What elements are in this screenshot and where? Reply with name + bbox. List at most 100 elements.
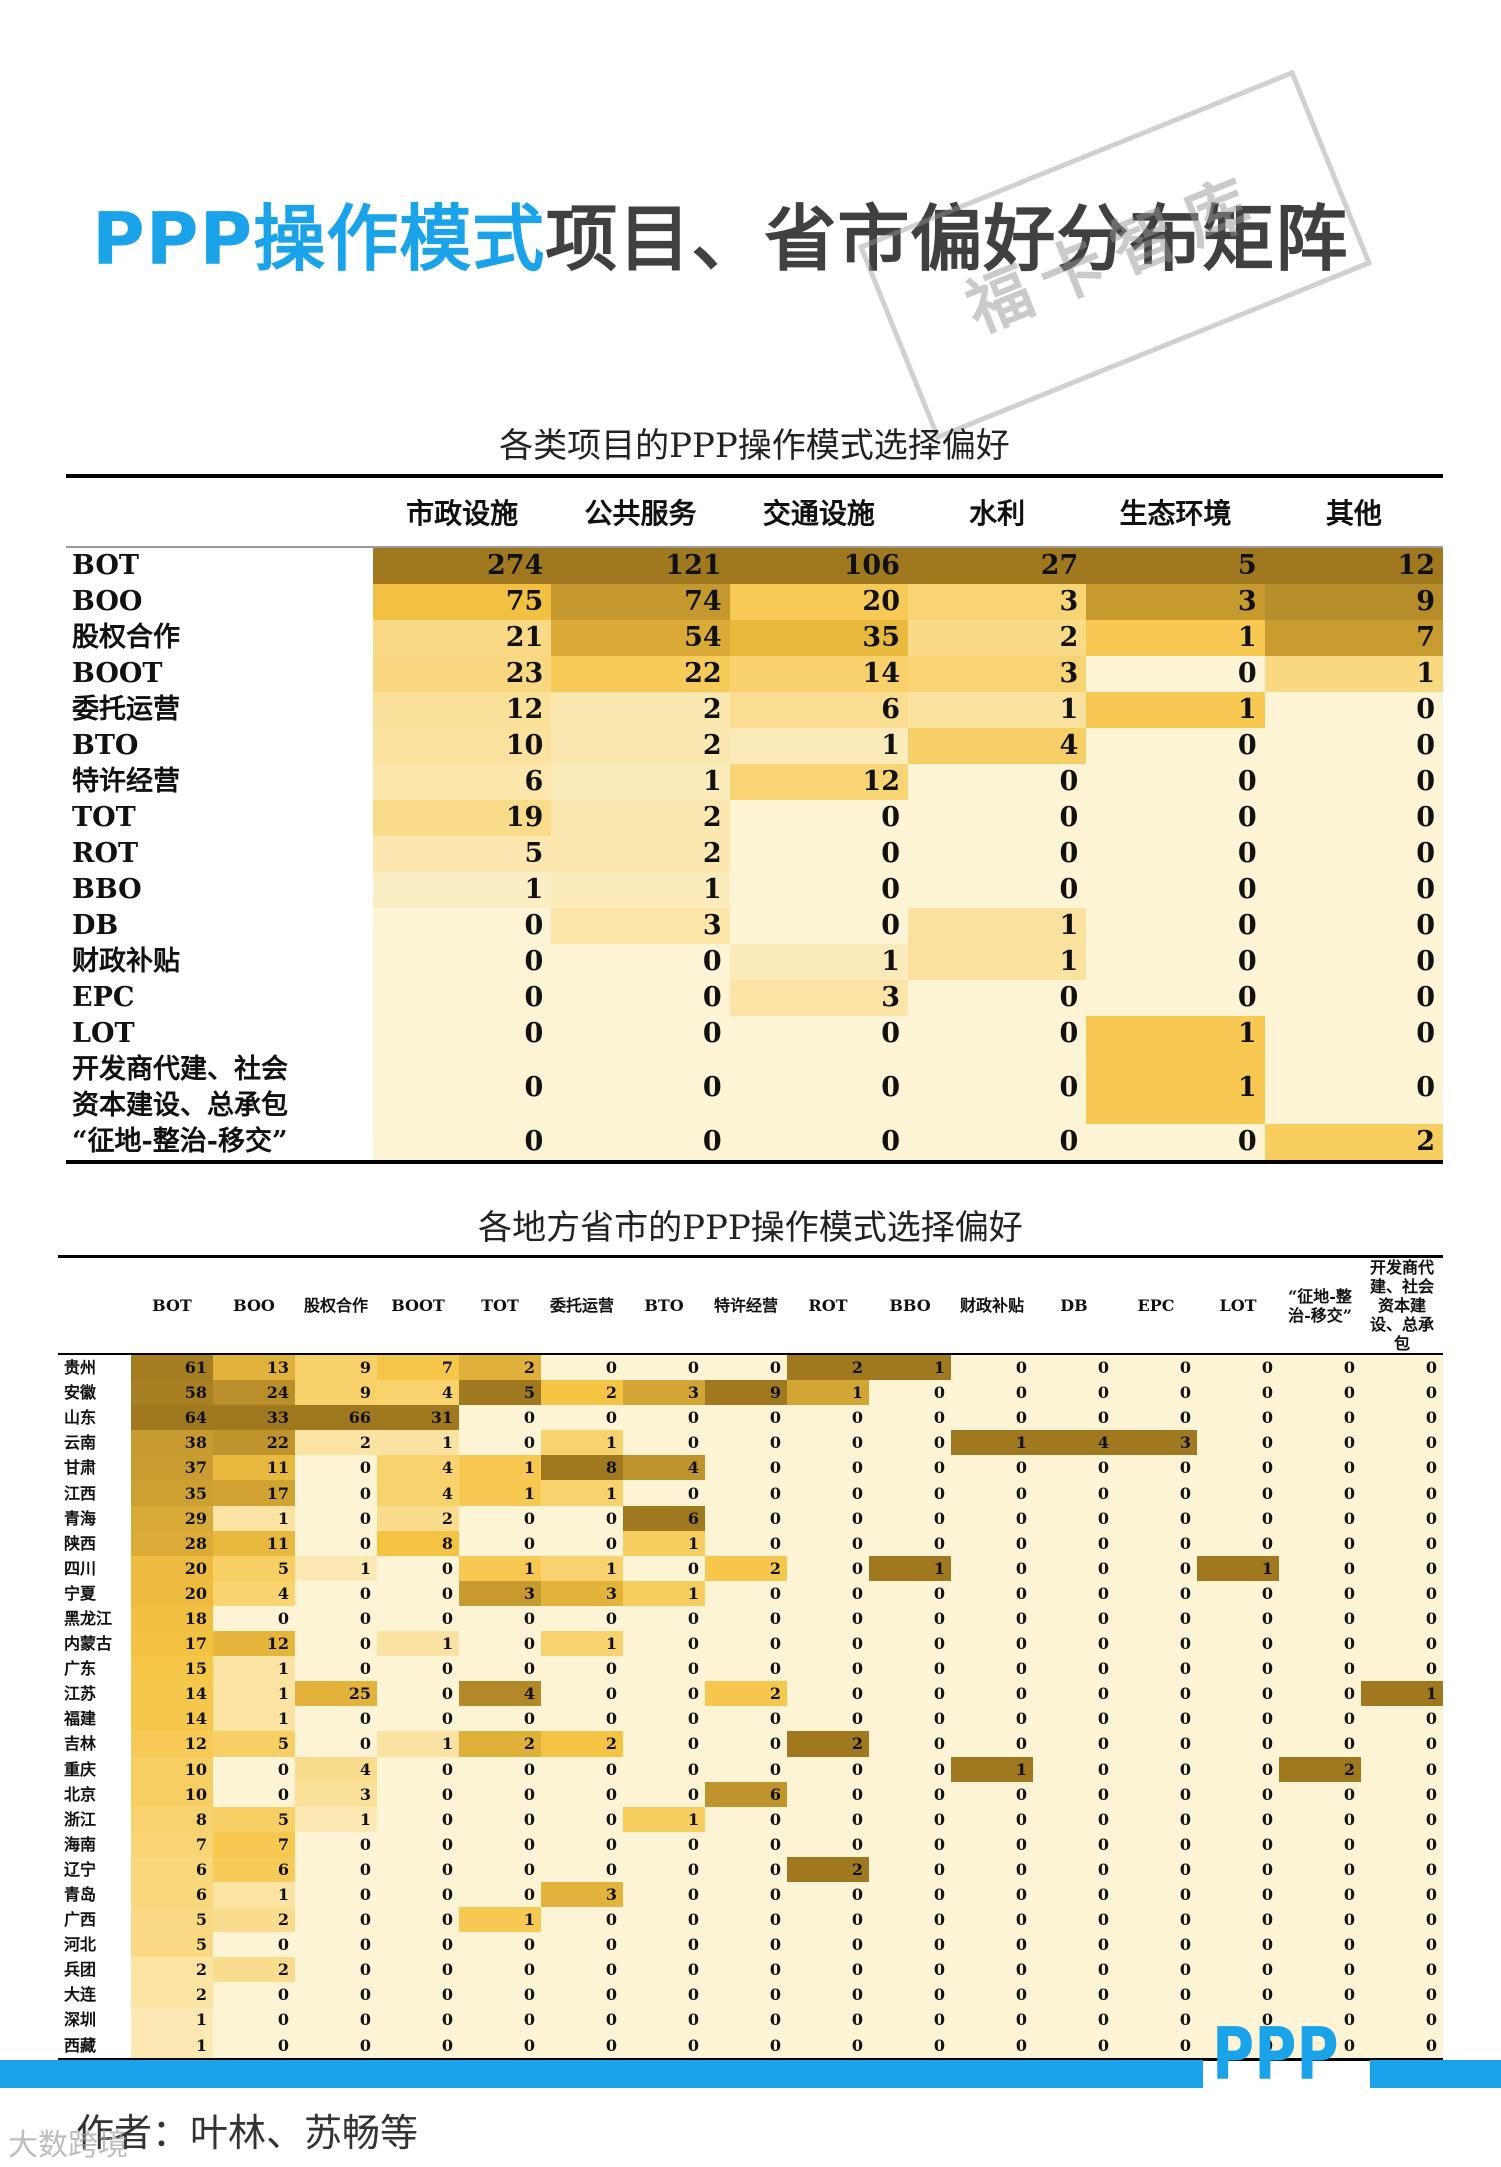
value-cell: 0 [951,1405,1033,1431]
value-cell: 0 [869,1681,951,1707]
value-cell: 6 [373,764,552,800]
value-cell: 0 [869,1405,951,1431]
row-label-cell: 特许经营 [66,764,373,800]
row-label-cell: 委托运营 [66,692,373,728]
column-header: ROT [787,1256,869,1355]
value-cell: 0 [729,908,908,944]
value-cell: 75 [373,584,552,620]
value-cell: 0 [1197,1756,1279,1782]
value-cell: 2 [131,1982,213,2008]
row: ROT 5 2 0 0 0 0 [66,836,1443,872]
row-label: 大连 [64,1985,97,2005]
value-cell: 0 [1361,1605,1443,1632]
value-cell: 0 [787,1455,869,1481]
value-cell: 1 [541,1480,623,1506]
value-cell: 0 [623,1781,705,1807]
value-cell: 0 [623,1605,705,1632]
value-cell: 0 [373,908,552,944]
column-header: BOO [213,1256,295,1355]
value-cell: 0 [1264,944,1443,980]
value-cell: 0 [1115,1480,1197,1506]
row: 委托运营 12 2 6 1 1 0 [66,692,1443,728]
value-cell: 4 [377,1480,459,1506]
value-cell: 0 [295,2007,377,2033]
value-cell: 0 [1115,1731,1197,1757]
value-cell: 0 [951,1354,1033,1381]
logo: PPP [1212,2012,1339,2096]
value-cell: 0 [705,1756,787,1782]
stamp: 福卡智库 [857,69,1373,441]
value-cell: 0 [1033,1605,1115,1632]
value-cell: 0 [1197,1932,1279,1958]
value-cell: 0 [541,2032,623,2060]
value-cell: 0 [1264,908,1443,944]
page-title: PPP操作模式项目、省市偏好分布矩阵 [92,180,1348,285]
value-cell: 0 [1033,1781,1115,1807]
title-text: 项目、省市偏好分布矩阵 [545,197,1349,281]
value-cell: 3 [907,584,1087,620]
value-cell: 0 [1115,1957,1197,1983]
value-cell: 6 [705,1781,787,1807]
value-cell: 0 [295,1656,377,1682]
column-header: BOT [131,1256,213,1355]
row: BOT 274 121 106 27 5 12 [66,547,1443,584]
value-cell: 0 [1361,1430,1443,1456]
value-cell: 0 [869,1380,951,1406]
row-label-cell: 大连 [58,1982,131,2007]
row-label-cell: 开发商代建、社会资本建设、总承包 [66,1052,373,1124]
value-cell: 0 [623,1681,705,1707]
table: 市政设施 公共服务 交通设施 水利 生态环境 其他 BOT 274 121 106 27 5 12 BOO… [66,474,1443,1164]
row: 海南 7 7 0 0 0 0 0 0 0 0 0 0 0 0 0 0 [58,1831,1443,1857]
value-cell: 0 [623,1932,705,1958]
value-cell: 0 [951,1530,1033,1556]
row: LOT 0 0 0 0 1 0 [66,1016,1443,1052]
value-cell: 0 [787,1480,869,1506]
value-cell: 14 [729,656,908,692]
value-cell: 2 [787,1354,869,1381]
value-cell: 0 [951,1656,1033,1682]
row-label: 山东 [64,1408,97,1428]
value-cell: 0 [1361,1731,1443,1757]
value-cell: 3 [541,1881,623,1908]
value-cell: 0 [1361,1831,1443,1857]
value-cell: 0 [951,2007,1033,2033]
value-cell: 0 [1361,1907,1443,1933]
value-cell: 0 [1115,1706,1197,1732]
value-cell: 0 [705,1881,787,1908]
title-highlight: PPP操作模式 [92,197,546,281]
value-cell: 1 [1086,620,1265,656]
row: 开发商代建、社会资本建设、总承包 0 0 0 0 1 0 [66,1052,1443,1124]
value-cell: 0 [787,1555,869,1581]
value-cell: 8 [131,1806,213,1832]
value-cell: 1 [1197,1555,1279,1581]
value-cell: 0 [295,1731,377,1757]
value-cell: 0 [377,1580,459,1606]
value-cell: 0 [705,1580,787,1606]
row-label: 江苏 [64,1684,97,1704]
row: 江苏 14 1 25 0 4 0 0 2 0 0 0 0 0 0 0 1 [58,1681,1443,1707]
value-cell: 0 [951,1580,1033,1606]
row: 广西 5 2 0 0 1 0 0 0 0 0 0 0 0 0 0 0 [58,1907,1443,1933]
value-cell: 0 [705,2007,787,2033]
value-cell: 4 [907,728,1087,764]
value-cell: 0 [705,2032,787,2060]
row-label-cell: 福建 [58,1706,131,1731]
value-cell: 1 [951,1756,1033,1782]
value-cell: 0 [377,1932,459,1958]
value-cell: 121 [551,547,730,584]
value-cell: 0 [295,1932,377,1958]
row: 甘肃 37 11 0 4 1 8 4 0 0 0 0 0 0 0 0 0 [58,1455,1443,1481]
value-cell: 6 [131,1881,213,1908]
value-cell: 2 [1264,1124,1443,1162]
value-cell: 0 [1033,1580,1115,1606]
value-cell: 0 [623,2007,705,2033]
value-cell: 0 [705,1530,787,1556]
value-cell: 0 [1279,1480,1361,1506]
value-cell: 0 [377,1781,459,1807]
value-cell: 0 [377,2032,459,2060]
value-cell: 0 [729,836,908,872]
value-cell: 0 [623,1731,705,1757]
row-label-cell: 四川 [58,1556,131,1581]
value-cell: 0 [1033,1405,1115,1431]
value-cell: 0 [1086,764,1265,800]
